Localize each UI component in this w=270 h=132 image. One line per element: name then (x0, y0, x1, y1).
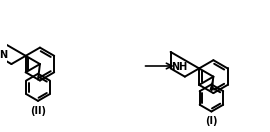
Polygon shape (210, 77, 213, 91)
Text: NH: NH (171, 62, 188, 72)
Text: N: N (0, 50, 7, 60)
Text: (I): (I) (205, 116, 218, 126)
Text: (II): (II) (30, 106, 46, 116)
